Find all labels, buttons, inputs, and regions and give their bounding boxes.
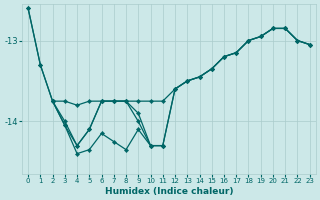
- X-axis label: Humidex (Indice chaleur): Humidex (Indice chaleur): [105, 187, 233, 196]
